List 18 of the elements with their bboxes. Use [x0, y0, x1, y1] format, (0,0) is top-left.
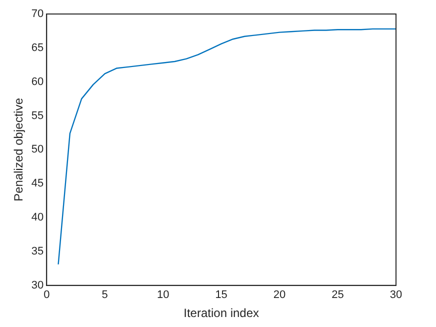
y-tick-label: 55 — [31, 110, 44, 122]
y-tick-label: 50 — [31, 144, 44, 156]
x-tick-label: 5 — [102, 289, 108, 302]
y-tick-label: 40 — [31, 212, 44, 224]
x-axis-title: Iteration index — [184, 306, 260, 320]
x-tick-label: 0 — [44, 289, 50, 302]
y-tick-label: 35 — [31, 246, 44, 258]
y-axis-title: Penalized objective — [12, 98, 26, 202]
x-tick-label: 10 — [156, 289, 170, 302]
y-tick-label: 70 — [31, 8, 44, 20]
x-tick-label: 25 — [332, 289, 344, 302]
x-tick-label: 15 — [215, 289, 228, 302]
y-tick-label: 45 — [31, 178, 44, 190]
y-tick-label: 60 — [31, 76, 44, 88]
x-tick-label: 20 — [273, 289, 286, 302]
y-tick-label: 30 — [31, 279, 44, 292]
x-tick-label: 30 — [390, 289, 402, 302]
y-tick-label: 65 — [31, 42, 44, 54]
